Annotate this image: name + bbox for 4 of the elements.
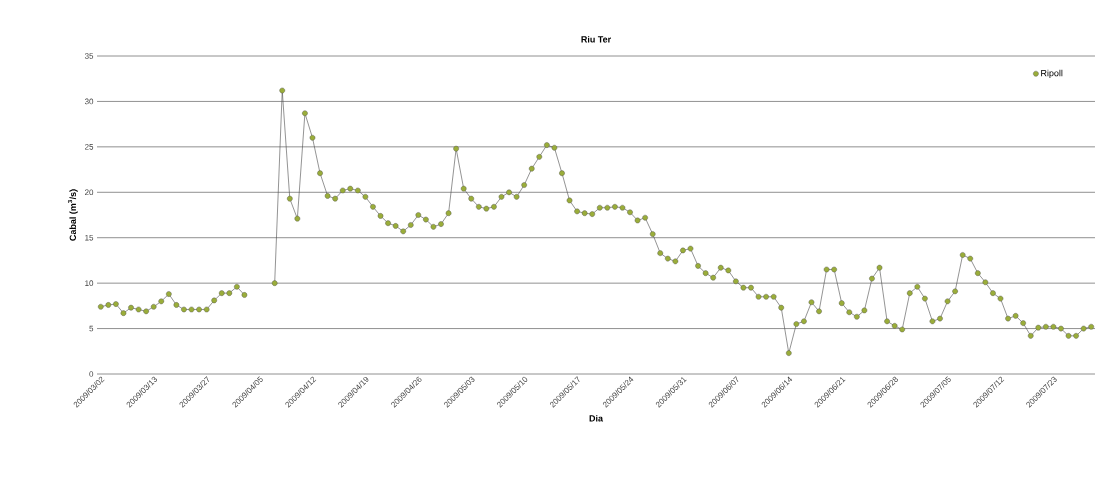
legend-label: Ripoll <box>1041 69 1063 79</box>
y-axis-title: Cabal (m$^{3}$/s) <box>67 189 78 241</box>
x-axis-title: Dia <box>589 414 604 422</box>
chart-title: Riu Ter <box>581 35 611 43</box>
